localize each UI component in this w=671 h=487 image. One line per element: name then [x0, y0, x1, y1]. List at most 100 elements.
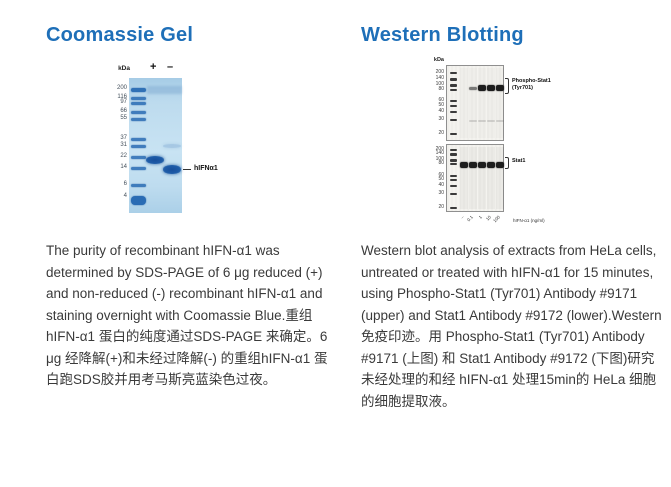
wb-lane-smudge-0-1: [469, 68, 477, 138]
gel-marker-band-4: [131, 196, 146, 205]
wb-marker-label-1-140: 140: [435, 150, 444, 156]
wb-marker-label-1-100: 100: [435, 156, 444, 162]
gel-kda-units-label: kDa: [118, 65, 130, 72]
band-pointer-line: [183, 169, 191, 170]
upper-target-label-line2: (Tyr701): [512, 84, 533, 91]
wb-marker-band-1-200: [450, 149, 457, 151]
gel-marker-band-66: [131, 111, 146, 114]
wb-band-0-lane-4: [496, 85, 504, 91]
gel-sample-band-lane-minus: [163, 165, 181, 174]
wb-lane-smudge-1-1: [469, 147, 477, 209]
gel-marker-band-200: [131, 88, 146, 92]
wb-marker-band-1-30: [450, 193, 457, 195]
wb-marker-label-0-80: 80: [438, 86, 444, 92]
wb-marker-band-1-140: [450, 153, 457, 156]
wb-marker-label-1-60: 60: [438, 172, 444, 178]
gel-marker-band-55: [131, 118, 146, 121]
wb-marker-label-1-20: 20: [438, 204, 444, 210]
western-caption: Western blot analysis of extracts from H…: [361, 243, 662, 409]
wb-upper-panel-phospho-stat1: [446, 65, 504, 141]
upper-target-label-line1: Phospho-Stat1: [512, 78, 551, 84]
wb-lower-panel-stat1: [446, 144, 504, 212]
wb-marker-band-0-20: [450, 133, 457, 135]
gel-marker-label-14: 14: [120, 164, 127, 170]
gel-marker-label-4: 4: [123, 193, 127, 199]
wb-marker-label-0-30: 30: [438, 116, 444, 122]
western-title: Western Blotting: [361, 24, 524, 46]
coomassie-gel-image: [129, 78, 182, 213]
gel-marker-band-97: [131, 102, 146, 105]
gel-marker-band-37: [131, 138, 146, 141]
wb-marker-label-1-40: 40: [438, 182, 444, 188]
wb-marker-label-0-200: 200: [435, 69, 444, 75]
gel-lane-header-nonreduced: –: [167, 61, 174, 73]
upper-band-bracket: [505, 78, 509, 94]
wb-marker-label-1-80: 80: [438, 160, 444, 166]
wb-marker-label-0-100: 100: [435, 81, 444, 87]
wb-marker-band-0-200: [450, 72, 457, 74]
lower-target-label: Stat1: [512, 158, 526, 164]
wb-band-1-lane-2: [478, 162, 486, 168]
wb-lane-smudge-0-4: [496, 68, 504, 138]
gel-marker-label-116: 116: [117, 94, 127, 100]
coomassie-section: Coomassie Gel kDa + – hIFNα1 200 116 97 66 5…: [46, 24, 338, 480]
wb-band-0-lane-3: [487, 85, 495, 91]
gel-marker-label-66: 66: [120, 108, 127, 114]
gel-band-label: hIFNα1: [194, 165, 218, 172]
western-blot-figure: kDa Phospho-Stat1 (Tyr701) Stat1 hIFN-α1…: [425, 55, 665, 235]
wb-lane-smudge-0-3: [487, 68, 495, 138]
wb-axis-label: hIFN-α1 (ng/ml): [513, 218, 545, 223]
coomassie-caption: The purity of recombinant hIFN-α1 was de…: [46, 243, 328, 387]
wb-lane-smudge-1-4: [496, 147, 504, 209]
gel-marker-band-14: [131, 167, 146, 170]
wb-marker-band-1-50: [450, 179, 457, 181]
gel-top-smear: [147, 86, 182, 94]
wb-marker-band-1-80: [450, 163, 457, 165]
wb-marker-band-0-80: [450, 89, 457, 91]
gel-marker-label-37: 37: [120, 135, 127, 141]
wb-faint-band-0: [469, 120, 477, 122]
gel-marker-label-200: 200: [116, 85, 127, 91]
gel-marker-band-6: [131, 184, 146, 187]
gel-marker-band-22: [131, 156, 146, 159]
gel-marker-label-55: 55: [120, 115, 127, 121]
wb-band-1-lane-0: [460, 162, 468, 168]
wb-marker-band-0-30: [450, 119, 457, 121]
wb-marker-label-0-20: 20: [438, 130, 444, 136]
gel-marker-band-116: [131, 97, 146, 100]
wb-band-1-lane-4: [496, 162, 504, 168]
wb-marker-band-0-50: [450, 105, 457, 107]
wb-marker-label-0-40: 40: [438, 108, 444, 114]
wb-marker-band-1-60: [450, 175, 457, 177]
wb-lane-smudge-1-3: [487, 147, 495, 209]
wb-kda-units-label: kDa: [433, 57, 444, 63]
wb-marker-band-1-100: [450, 159, 457, 162]
wb-marker-label-1-30: 30: [438, 190, 444, 196]
wb-band-1-lane-1: [469, 162, 477, 168]
wb-band-0-lane-1: [469, 87, 477, 90]
wb-band-0-lane-2: [478, 85, 486, 91]
wb-faint-band-1: [478, 120, 486, 122]
wb-marker-label-0-60: 60: [438, 97, 444, 103]
wb-marker-label-0-50: 50: [438, 102, 444, 108]
wb-marker-band-0-100: [450, 84, 457, 87]
wb-marker-label-1-200: 200: [435, 146, 444, 152]
gel-marker-label-22: 22: [120, 153, 127, 159]
gel-marker-band-31: [131, 145, 146, 148]
wb-band-1-lane-3: [487, 162, 495, 168]
coomassie-title: Coomassie Gel: [46, 24, 194, 46]
upper-target-label: Phospho-Stat1 (Tyr701): [512, 78, 551, 91]
western-section: Western Blotting kDa Phospho-Stat1 (Tyr7…: [361, 24, 665, 480]
wb-faint-band-3: [496, 120, 504, 122]
lower-band-bracket: [505, 157, 509, 169]
wb-lane-smudge-0-2: [478, 68, 486, 138]
wb-lane-smudge-0-0: [460, 68, 468, 138]
wb-lane-smudge-1-2: [478, 147, 486, 209]
wb-marker-label-0-140: 140: [435, 75, 444, 81]
gel-marker-label-31: 31: [120, 142, 127, 148]
wb-faint-band-2: [487, 120, 495, 122]
wb-marker-band-1-20: [450, 207, 457, 209]
gel-faint-band: [163, 144, 181, 148]
wb-marker-band-0-40: [450, 111, 457, 113]
